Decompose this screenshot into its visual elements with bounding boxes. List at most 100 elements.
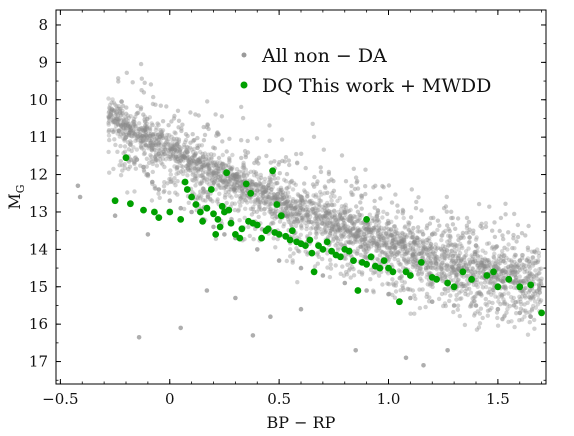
- non-da-point: [266, 195, 271, 200]
- non-da-point: [358, 252, 363, 258]
- non-da-point: [265, 190, 270, 196]
- non-da-point: [261, 200, 267, 206]
- dq-point: [212, 231, 220, 238]
- non-da-point: [358, 236, 363, 241]
- non-da-point: [341, 217, 346, 223]
- non-da-point: [468, 269, 474, 274]
- non-da-point: [363, 227, 368, 232]
- non-da-point: [471, 299, 477, 304]
- non-da-point: [215, 197, 220, 202]
- non-da-point: [412, 241, 417, 246]
- dq-point: [450, 283, 458, 291]
- non-da-point: [298, 265, 304, 271]
- non-da-point: [305, 213, 310, 219]
- non-da-point: [427, 295, 432, 300]
- non-da-point: [106, 133, 112, 138]
- dq-point: [177, 216, 185, 223]
- non-da-point: [362, 248, 367, 253]
- non-da-point: [363, 167, 368, 172]
- non-da-point: [224, 200, 229, 206]
- non-da-point: [499, 269, 505, 274]
- non-da-point: [410, 252, 415, 257]
- non-da-point: [163, 136, 169, 141]
- non-da-point: [536, 258, 541, 263]
- non-da-point: [480, 258, 485, 263]
- non-da-point: [352, 232, 358, 237]
- non-da-point: [191, 138, 196, 143]
- non-da-point: [472, 311, 478, 316]
- non-da-point: [393, 283, 398, 288]
- non-da-point: [141, 128, 147, 133]
- non-da-point: [317, 212, 322, 218]
- non-da-point: [362, 225, 367, 230]
- non-da-point: [432, 256, 437, 261]
- non-da-point: [371, 217, 377, 222]
- non-da-point: [343, 230, 348, 235]
- non-da-point: [516, 265, 522, 270]
- non-da-point: [205, 194, 211, 199]
- non-da-point: [289, 205, 294, 210]
- non-da-point: [198, 156, 203, 161]
- non-da-point: [241, 172, 247, 178]
- non-da-point: [335, 245, 341, 251]
- non-da-point: [529, 308, 535, 313]
- non-da-point: [215, 177, 220, 183]
- non-da-point: [135, 103, 140, 109]
- non-da-point: [357, 216, 363, 221]
- non-da-point: [386, 220, 391, 226]
- non-da-point: [240, 199, 245, 204]
- non-da-point: [295, 235, 300, 240]
- non-da-point: [327, 209, 332, 214]
- non-da-point: [259, 207, 264, 212]
- non-da-point: [322, 230, 328, 235]
- non-da-point: [477, 311, 482, 316]
- non-da-point: [107, 118, 112, 124]
- non-da-point: [371, 288, 376, 293]
- non-da-point: [251, 169, 256, 174]
- non-da-point: [156, 146, 161, 151]
- non-da-point: [370, 237, 375, 243]
- non-da-point: [503, 201, 508, 206]
- non-da-point: [141, 147, 147, 153]
- non-da-point: [149, 140, 154, 145]
- non-da-point: [523, 263, 528, 268]
- non-da-point: [386, 183, 392, 188]
- non-da-point: [435, 227, 440, 233]
- non-da-point: [237, 194, 242, 199]
- non-da-point: [384, 252, 389, 257]
- non-da-point: [118, 173, 124, 178]
- dq-point: [199, 217, 207, 225]
- non-da-point: [465, 268, 471, 273]
- non-da-point: [421, 245, 427, 250]
- non-da-point: [295, 219, 300, 224]
- non-da-point: [400, 239, 405, 244]
- non-da-point: [393, 192, 398, 197]
- non-da-point: [292, 219, 297, 225]
- non-da-point: [392, 246, 397, 251]
- non-da-point: [410, 253, 415, 259]
- non-da-point: [442, 266, 447, 271]
- non-da-point: [214, 161, 219, 167]
- non-da-point: [348, 229, 353, 234]
- non-da-point: [404, 234, 409, 240]
- non-da-point: [336, 223, 341, 228]
- non-da-point: [243, 190, 249, 196]
- non-da-point: [405, 249, 410, 254]
- non-da-point: [341, 224, 346, 229]
- non-da-point: [425, 282, 430, 287]
- non-da-point: [242, 176, 247, 181]
- non-da-point: [227, 175, 233, 180]
- non-da-point: [440, 260, 445, 265]
- non-da-point: [536, 254, 542, 259]
- non-da-point: [295, 248, 301, 253]
- non-da-point: [404, 251, 409, 256]
- dq-point: [389, 268, 397, 276]
- non-da-point: [206, 152, 211, 157]
- non-da-point: [215, 166, 221, 171]
- non-da-point: [361, 255, 366, 260]
- non-da-point: [502, 283, 508, 289]
- non-da-point: [384, 243, 389, 248]
- non-da-point: [459, 244, 464, 249]
- non-da-point: [233, 295, 238, 301]
- non-da-point: [325, 217, 331, 223]
